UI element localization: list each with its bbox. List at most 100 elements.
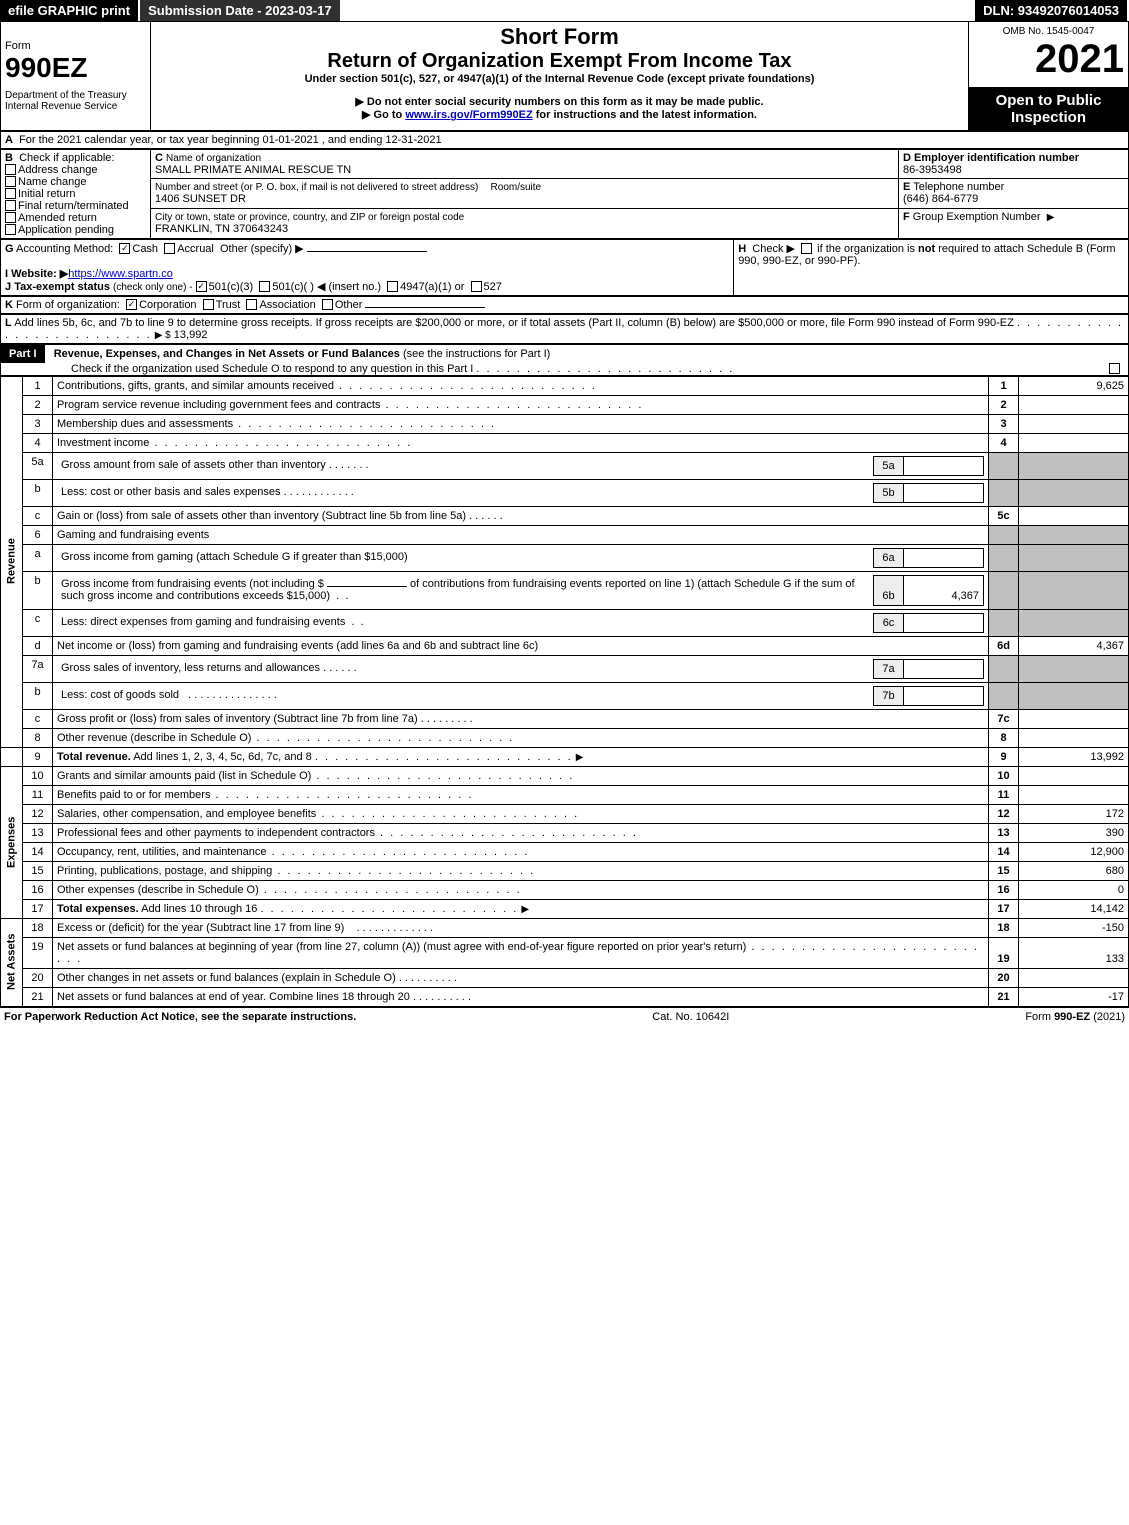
irs-link[interactable]: www.irs.gov/Form990EZ <box>405 109 532 121</box>
sub-amount <box>904 659 984 678</box>
line-amount: 172 <box>1019 804 1129 823</box>
submission-date: Submission Date - 2023-03-17 <box>140 0 342 21</box>
line-text: Occupancy, rent, utilities, and maintena… <box>53 842 989 861</box>
tax-exempt-label: Tax-exempt status <box>14 281 110 293</box>
line-text: Salaries, other compensation, and employ… <box>53 804 989 823</box>
phone-label: Telephone number <box>913 181 1004 193</box>
line-num: b <box>23 682 53 709</box>
ssn-note: ▶ Do not enter social security numbers o… <box>155 95 964 108</box>
line-amount <box>1019 433 1129 452</box>
other-specify-input[interactable] <box>307 251 427 252</box>
other-org-checkbox[interactable] <box>322 299 333 310</box>
line-ref: 19 <box>989 937 1019 968</box>
line-ref: 5c <box>989 506 1019 525</box>
line-text: Benefits paid to or for members <box>53 785 989 804</box>
cash-checkbox[interactable]: ✓ <box>119 243 130 254</box>
line-amount <box>1019 395 1129 414</box>
501c3-checkbox[interactable]: ✓ <box>196 281 207 292</box>
line-amount: 390 <box>1019 823 1129 842</box>
line-text: Gross income from gaming (attach Schedul… <box>53 544 989 571</box>
4947-checkbox[interactable] <box>387 281 398 292</box>
final-return-checkbox[interactable] <box>5 200 16 211</box>
sub-amount: 4,367 <box>904 575 984 605</box>
subtitle: Under section 501(c), 527, or 4947(a)(1)… <box>155 73 964 85</box>
part-i-heading: Revenue, Expenses, and Changes in Net As… <box>54 348 400 360</box>
line-text: Net assets or fund balances at end of ye… <box>53 987 989 1006</box>
line-ref: 2 <box>989 395 1019 414</box>
line-num: 19 <box>23 937 53 968</box>
accounting-label: Accounting Method: <box>16 243 113 255</box>
form-number: 990EZ <box>5 52 146 84</box>
accrual-checkbox[interactable] <box>164 243 175 254</box>
form-org-label: Form of organization: <box>16 299 120 311</box>
line-ref-shade <box>989 452 1019 479</box>
short-form-title: Short Form <box>155 24 964 50</box>
arrow-icon: ▶ <box>576 752 584 763</box>
efile-print-button[interactable]: efile GRAPHIC print <box>0 0 140 21</box>
open-inspection: Open to Public Inspection <box>969 87 1129 130</box>
line-ref: 9 <box>989 747 1019 766</box>
opt-name: Name change <box>18 176 87 188</box>
arrow-icon: ▶ <box>1047 212 1055 223</box>
corp-checkbox[interactable]: ✓ <box>126 299 137 310</box>
trust-checkbox[interactable] <box>203 299 214 310</box>
line-amount-shade <box>1019 682 1129 709</box>
line-ref: 20 <box>989 968 1019 987</box>
application-pending-checkbox[interactable] <box>5 224 16 235</box>
line-num: 17 <box>23 899 53 918</box>
line-num: a <box>23 544 53 571</box>
initial-return-checkbox[interactable] <box>5 188 16 199</box>
line-ref: 16 <box>989 880 1019 899</box>
line-text: Other revenue (describe in Schedule O) <box>53 728 989 747</box>
h-check-label: Check ▶ <box>752 243 795 255</box>
schedule-b-checkbox[interactable] <box>801 243 812 254</box>
line-num: 10 <box>23 766 53 785</box>
line-num: 5a <box>23 452 53 479</box>
line-ref: 10 <box>989 766 1019 785</box>
line-text: Gross income from fundraising events (no… <box>53 571 989 609</box>
line-num: 4 <box>23 433 53 452</box>
contrib-input[interactable] <box>327 586 407 587</box>
line-ref: 7c <box>989 709 1019 728</box>
line-num: 6 <box>23 525 53 544</box>
line-amount <box>1019 414 1129 433</box>
line-text: Net assets or fund balances at beginning… <box>53 937 989 968</box>
footer-mid: Cat. No. 10642I <box>652 1011 729 1023</box>
line-text: Professional fees and other payments to … <box>53 823 989 842</box>
line-num: 16 <box>23 880 53 899</box>
name-change-checkbox[interactable] <box>5 176 16 187</box>
city-value: FRANKLIN, TN 370643243 <box>155 223 288 235</box>
line-num: 9 <box>23 747 53 766</box>
other-org-input[interactable] <box>365 307 485 308</box>
schedule-o-check-text: Check if the organization used Schedule … <box>1 363 473 375</box>
501c-checkbox[interactable] <box>259 281 270 292</box>
line-text: Excess or (deficit) for the year (Subtra… <box>53 918 989 937</box>
city-label: City or town, state or province, country… <box>155 212 464 223</box>
assoc-checkbox[interactable] <box>246 299 257 310</box>
tax-year-range: For the 2021 calendar year, or tax year … <box>19 134 442 146</box>
sub-amount <box>904 456 984 475</box>
527-checkbox[interactable] <box>471 281 482 292</box>
line-num: 8 <box>23 728 53 747</box>
line-ref-shade <box>989 571 1019 609</box>
gross-receipts-amount: 13,992 <box>174 329 208 341</box>
line-ref: 8 <box>989 728 1019 747</box>
address-change-checkbox[interactable] <box>5 164 16 175</box>
line-ref: 11 <box>989 785 1019 804</box>
dln-label: DLN: 93492076014053 <box>975 0 1129 21</box>
sub-amount <box>904 548 984 567</box>
amended-return-checkbox[interactable] <box>5 212 16 223</box>
sub-ref: 5a <box>874 456 904 475</box>
expenses-side-label: Expenses <box>1 766 23 918</box>
opt-initial: Initial return <box>18 188 75 200</box>
website-link[interactable]: https://www.spartn.co <box>68 268 173 280</box>
line-num: 13 <box>23 823 53 842</box>
line-amount-shade <box>1019 452 1129 479</box>
return-title: Return of Organization Exempt From Incom… <box>155 50 964 73</box>
sub-ref: 7b <box>874 686 904 705</box>
schedule-o-checkbox[interactable] <box>1109 363 1120 374</box>
assoc-label: Association <box>259 299 315 311</box>
name-label: Name of organization <box>166 153 261 164</box>
opt-amended: Amended return <box>18 212 97 224</box>
ein-value: 86-3953498 <box>903 164 962 176</box>
